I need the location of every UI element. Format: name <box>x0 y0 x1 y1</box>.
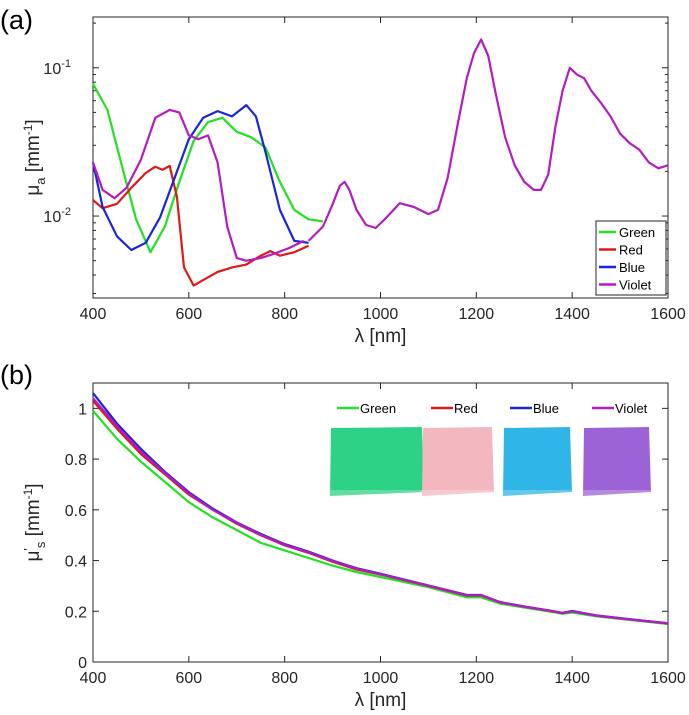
y-tick-label: 0 <box>78 655 87 672</box>
sample-swatch-edge <box>329 490 424 497</box>
y-tick-label: 0.6 <box>65 503 87 520</box>
x-axis-label: λ [nm] <box>355 326 407 347</box>
y-tick-label: 10-2 <box>43 206 71 226</box>
legend-label-green: Green <box>619 225 655 240</box>
legend-label-red: Red <box>619 243 643 258</box>
x-tick-label: 400 <box>80 306 107 323</box>
sample-swatch-red <box>422 427 494 496</box>
series-line-green <box>92 410 669 626</box>
sample-swatch-edge <box>421 490 494 497</box>
series-line-red <box>92 164 310 287</box>
legend-label-green: Green <box>360 401 396 416</box>
plot-area <box>92 382 669 663</box>
chart-panel-a: 400 600 800 1000 1200 1400 1600 10-2 10-1 λ [nm] μ… <box>21 16 686 347</box>
legend-box <box>595 220 667 296</box>
sample-swatch-violet <box>583 427 651 496</box>
legend-label-violet: Violet <box>615 401 648 416</box>
y-tick-label: 0.2 <box>65 604 87 621</box>
sample-swatch-edge <box>582 490 651 497</box>
x-tick-label: 1600 <box>650 670 686 687</box>
x-tick-label: 600 <box>175 670 202 687</box>
x-tick-label: 1000 <box>363 306 399 323</box>
x-tick-label: 1200 <box>459 306 495 323</box>
legend-label-red: Red <box>454 401 478 416</box>
series-line-shared <box>307 38 669 242</box>
y-axis-label: μa [mm-1] <box>21 119 48 195</box>
y-tick-label: 0.4 <box>65 554 87 571</box>
sample-swatch-edge <box>502 490 572 497</box>
chart-panel-b: 400 600 800 1000 1200 1400 1600 0 0.2 0.4 0.6 0.8 1 λ… <box>21 382 686 711</box>
series-line-blue <box>91 104 309 252</box>
y-axis-label: μ's [mm-1] <box>21 483 48 561</box>
sample-swatch-blue <box>503 427 572 496</box>
x-tick-label: 800 <box>271 306 298 323</box>
legend-label-blue: Blue <box>619 260 645 275</box>
series-line-violet <box>92 397 669 625</box>
x-tick-label: 1400 <box>554 306 590 323</box>
x-tick-label: 400 <box>80 670 107 687</box>
series-line-violet <box>91 108 305 262</box>
legend-label-violet: Violet <box>619 278 652 293</box>
panel-b-label: (b) <box>0 360 33 390</box>
y-tick-label: 0.8 <box>65 452 87 469</box>
x-tick-label: 1400 <box>554 670 590 687</box>
x-axis-label: λ [nm] <box>355 690 407 711</box>
legend-label-blue: Blue <box>533 401 559 416</box>
x-tick-label: 1200 <box>459 670 495 687</box>
series-line-green <box>92 83 324 254</box>
panel-a-label: (a) <box>0 5 33 35</box>
x-tick-label: 800 <box>271 670 298 687</box>
sample-swatch-green <box>330 427 424 496</box>
x-tick-label: 1000 <box>363 670 399 687</box>
y-tick-label: 1 <box>78 401 87 418</box>
x-tick-label: 1600 <box>650 306 686 323</box>
plot-area <box>92 16 669 299</box>
x-tick-label: 600 <box>175 306 202 323</box>
y-tick-label: 10-1 <box>43 58 71 78</box>
